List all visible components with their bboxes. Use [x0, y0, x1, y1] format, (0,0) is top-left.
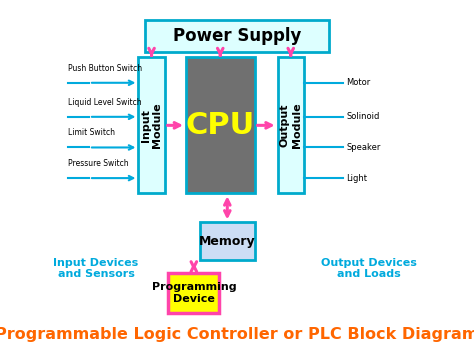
Text: Solinoid: Solinoid — [346, 112, 380, 121]
FancyBboxPatch shape — [200, 222, 255, 260]
Text: Input
Module: Input Module — [141, 102, 162, 148]
Text: Pressure Switch: Pressure Switch — [68, 159, 128, 168]
Text: Input Devices
and Sensors: Input Devices and Sensors — [54, 257, 139, 279]
Text: Light: Light — [346, 174, 367, 183]
FancyBboxPatch shape — [138, 57, 165, 193]
Text: Speaker: Speaker — [346, 143, 381, 152]
Text: Limit Switch: Limit Switch — [68, 128, 115, 137]
Text: CPU: CPU — [186, 111, 255, 140]
Text: Liquid Level Switch: Liquid Level Switch — [68, 98, 141, 107]
Text: Memory: Memory — [199, 235, 255, 248]
FancyBboxPatch shape — [278, 57, 304, 193]
Text: Power Supply: Power Supply — [173, 27, 301, 45]
Text: Programming
Device: Programming Device — [152, 282, 236, 304]
Text: Programmable Logic Controller or PLC Block Diagram: Programmable Logic Controller or PLC Blo… — [0, 327, 474, 342]
Text: Output
Module: Output Module — [280, 102, 301, 148]
Text: Motor: Motor — [346, 78, 371, 87]
FancyBboxPatch shape — [168, 273, 219, 312]
FancyBboxPatch shape — [186, 57, 255, 193]
Text: Output Devices
and Loads: Output Devices and Loads — [321, 257, 417, 279]
Text: Push Button Switch: Push Button Switch — [68, 64, 142, 73]
FancyBboxPatch shape — [146, 20, 328, 52]
